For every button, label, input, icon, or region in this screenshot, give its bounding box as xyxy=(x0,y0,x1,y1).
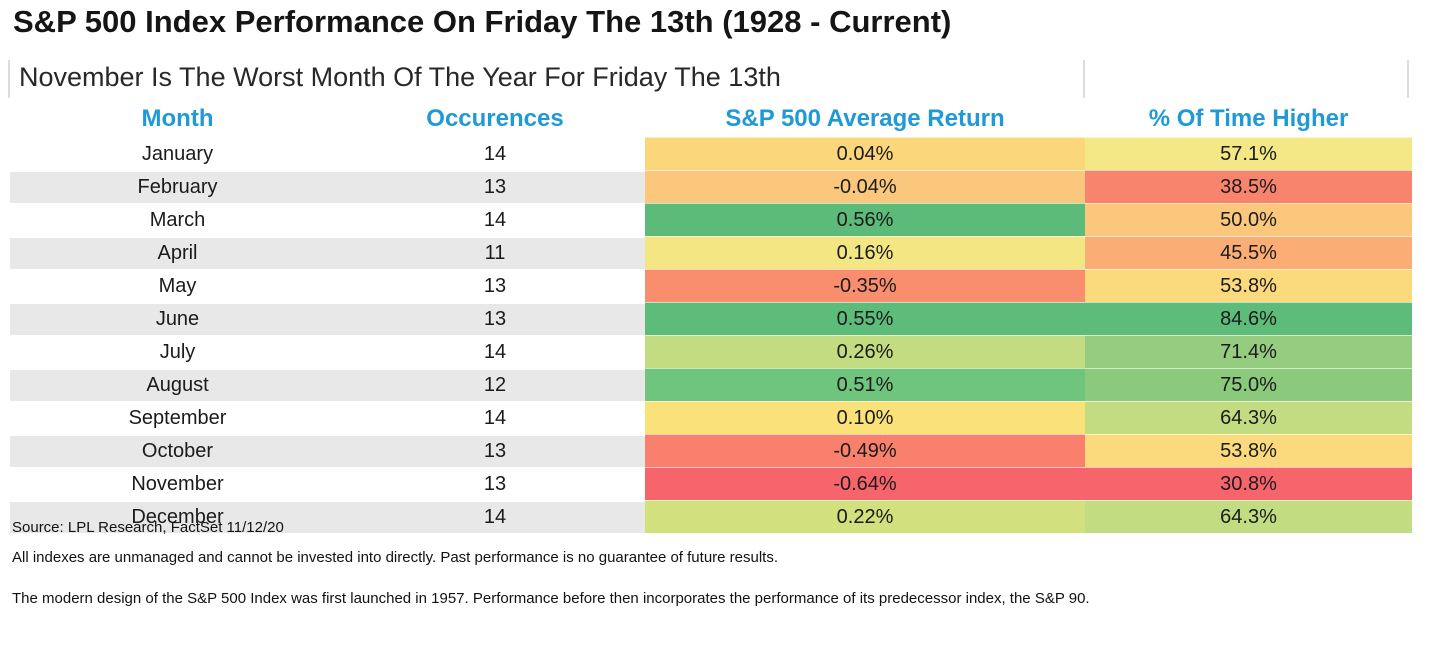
occurences-cell: 13 xyxy=(345,302,645,335)
table-row: February 13 -0.04% 38.5% xyxy=(10,170,1412,203)
month-cell: April xyxy=(10,236,345,269)
pct-higher-cell: 84.6% xyxy=(1085,302,1412,335)
avg-return-cell: 0.04% xyxy=(645,137,1085,170)
disclaimer-line2: The modern design of the S&P 500 Index w… xyxy=(12,590,1090,607)
occurences-cell: 14 xyxy=(345,335,645,368)
table-row: January 14 0.04% 57.1% xyxy=(10,137,1412,170)
avg-return-cell: -0.64% xyxy=(645,467,1085,500)
avg-return-cell: 0.10% xyxy=(645,401,1085,434)
occurences-cell: 12 xyxy=(345,368,645,401)
month-cell: December xyxy=(10,500,345,533)
occurences-cell: 11 xyxy=(345,236,645,269)
pct-higher-cell: 50.0% xyxy=(1085,203,1412,236)
table-row: November 13 -0.64% 30.8% xyxy=(10,467,1412,500)
avg-return-cell: 0.56% xyxy=(645,203,1085,236)
avg-return-cell: -0.49% xyxy=(645,434,1085,467)
month-cell: January xyxy=(10,137,345,170)
page-title: S&P 500 Index Performance On Friday The … xyxy=(13,4,952,39)
subtitle-gridline-mid xyxy=(1083,60,1085,98)
avg-return-cell: -0.04% xyxy=(645,170,1085,203)
month-cell: February xyxy=(10,170,345,203)
column-header-pct-higher: % Of Time Higher xyxy=(1148,105,1349,132)
avg-return-cell: 0.55% xyxy=(645,302,1085,335)
performance-table: Month Occurences S&P 500 Average Return … xyxy=(10,101,1412,533)
month-cell: November xyxy=(10,467,345,500)
avg-return-cell: 0.16% xyxy=(645,236,1085,269)
column-header-avg-return: S&P 500 Average Return xyxy=(725,105,1005,132)
month-cell: May xyxy=(10,269,345,302)
table-row: July 14 0.26% 71.4% xyxy=(10,335,1412,368)
pct-higher-cell: 30.8% xyxy=(1085,467,1412,500)
pct-higher-cell: 75.0% xyxy=(1085,368,1412,401)
pct-higher-cell: 53.8% xyxy=(1085,269,1412,302)
table-row: March 14 0.56% 50.0% xyxy=(10,203,1412,236)
subtitle-gridline-right xyxy=(1407,60,1409,98)
table-row: December 14 0.22% 64.3% xyxy=(10,500,1412,533)
month-cell: March xyxy=(10,203,345,236)
disclaimer-line1: All indexes are unmanaged and cannot be … xyxy=(12,549,779,566)
table-row: June 13 0.55% 84.6% xyxy=(10,302,1412,335)
occurences-cell: 14 xyxy=(345,500,645,533)
pct-higher-cell: 71.4% xyxy=(1085,335,1412,368)
avg-return-cell: 0.51% xyxy=(645,368,1085,401)
pct-higher-cell: 57.1% xyxy=(1085,137,1412,170)
page-subtitle: November Is The Worst Month Of The Year … xyxy=(19,62,781,92)
avg-return-cell: 0.26% xyxy=(645,335,1085,368)
month-cell: September xyxy=(10,401,345,434)
table-row: May 13 -0.35% 53.8% xyxy=(10,269,1412,302)
occurences-cell: 13 xyxy=(345,269,645,302)
table-body: January 14 0.04% 57.1% February 13 -0.04% 38.5%… xyxy=(10,137,1412,533)
pct-higher-cell: 45.5% xyxy=(1085,236,1412,269)
column-header-occurences: Occurences xyxy=(426,105,564,132)
pct-higher-cell: 64.3% xyxy=(1085,500,1412,533)
pct-higher-cell: 38.5% xyxy=(1085,170,1412,203)
occurences-cell: 13 xyxy=(345,170,645,203)
pct-higher-cell: 53.8% xyxy=(1085,434,1412,467)
avg-return-cell: -0.35% xyxy=(645,269,1085,302)
occurences-cell: 14 xyxy=(345,401,645,434)
month-cell: July xyxy=(10,335,345,368)
column-header-month: Month xyxy=(141,105,214,132)
month-cell: June xyxy=(10,302,345,335)
table-row: October 13 -0.49% 53.8% xyxy=(10,434,1412,467)
month-cell: August xyxy=(10,368,345,401)
table-row: September 14 0.10% 64.3% xyxy=(10,401,1412,434)
occurences-cell: 14 xyxy=(345,137,645,170)
pct-higher-cell: 64.3% xyxy=(1085,401,1412,434)
avg-return-cell: 0.22% xyxy=(645,500,1085,533)
subtitle-gridline-left xyxy=(8,60,10,98)
source-note: Source: LPL Research, FactSet 11/12/20 xyxy=(12,519,284,536)
occurences-cell: 13 xyxy=(345,434,645,467)
header-row: Month Occurences S&P 500 Average Return … xyxy=(10,101,1412,137)
table-row: April 11 0.16% 45.5% xyxy=(10,236,1412,269)
table-row: August 12 0.51% 75.0% xyxy=(10,368,1412,401)
occurences-cell: 13 xyxy=(345,467,645,500)
month-cell: October xyxy=(10,434,345,467)
occurences-cell: 14 xyxy=(345,203,645,236)
